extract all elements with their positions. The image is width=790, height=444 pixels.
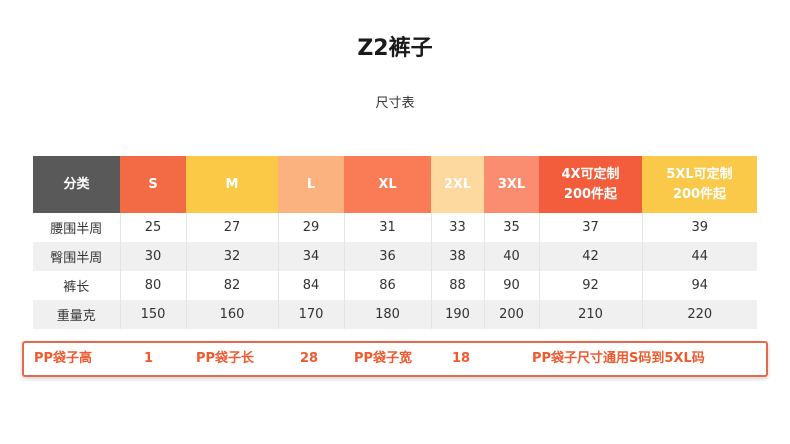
- table-cell: 31: [344, 213, 432, 242]
- table-cell: 94: [642, 271, 757, 300]
- table-cell: 84: [278, 271, 345, 300]
- table-cell: 25: [120, 213, 187, 242]
- header-label-line: 200件起: [563, 186, 618, 202]
- row-label: 臀围半周: [33, 242, 121, 271]
- pp-length-label: PP袋子长: [196, 351, 255, 366]
- header-label-line: 2XL: [443, 176, 472, 192]
- pp-general-note: PP袋子尺寸通用S码到5XL码: [532, 351, 705, 366]
- table-cell: 34: [278, 242, 345, 271]
- header-size-l: L: [278, 156, 344, 213]
- table-cell: 220: [642, 300, 757, 329]
- table-row: 重量克 150 160 170 180 190 200 210 220: [33, 300, 757, 329]
- table-cell: 33: [431, 213, 485, 242]
- table-cell: 38: [431, 242, 485, 271]
- pp-length-value: 28: [300, 351, 319, 366]
- header-size-xl: XL: [344, 156, 431, 213]
- table-cell: 80: [120, 271, 187, 300]
- table-cell: 82: [186, 271, 279, 300]
- header-size-s: S: [120, 156, 186, 213]
- header-label-line: L: [306, 176, 316, 192]
- pp-width-value: 18: [452, 351, 471, 366]
- table-row: 腰围半周 25 27 29 31 33 35 37 39: [33, 213, 757, 242]
- table-cell: 35: [484, 213, 540, 242]
- table-cell: 170: [278, 300, 345, 329]
- header-label-line: XL: [378, 176, 397, 192]
- pp-width-label: PP袋子宽: [354, 351, 413, 366]
- table-cell: 92: [539, 271, 643, 300]
- size-header-row: 分类 S M L XL 2XL 3XL 4X可定制 200件起 5XL可定制 200…: [33, 156, 757, 213]
- table-cell: 150: [120, 300, 187, 329]
- table-cell: 180: [344, 300, 432, 329]
- table-cell: 42: [539, 242, 643, 271]
- page-subtitle: 尺寸表: [375, 96, 415, 111]
- table-cell: 86: [344, 271, 432, 300]
- header-label-line: 3XL: [497, 176, 526, 192]
- table-cell: 160: [186, 300, 279, 329]
- header-label-line: M: [225, 176, 239, 192]
- row-label: 腰围半周: [33, 213, 121, 242]
- table-cell: 44: [642, 242, 757, 271]
- header-size-5xl: 5XL可定制 200件起: [642, 156, 757, 213]
- table-cell: 32: [186, 242, 279, 271]
- header-size-m: M: [186, 156, 278, 213]
- header-category: 分类: [33, 156, 120, 213]
- table-cell: 40: [484, 242, 540, 271]
- header-label-line: 200件起: [672, 186, 727, 202]
- header-label-line: 4X可定制: [561, 166, 620, 182]
- row-label: 裤长: [33, 271, 121, 300]
- table-cell: 200: [484, 300, 540, 329]
- table-cell: 27: [186, 213, 279, 242]
- header-label-line: S: [148, 176, 158, 192]
- header-size-4xl: 4X可定制 200件起: [539, 156, 642, 213]
- table-cell: 90: [484, 271, 540, 300]
- header-label-line: 分类: [63, 176, 90, 192]
- table-cell: 36: [344, 242, 432, 271]
- size-table: 分类 S M L XL 2XL 3XL 4X可定制 200件起 5XL可定制 200…: [33, 156, 757, 329]
- table-cell: 39: [642, 213, 757, 242]
- pp-height-value: 1: [144, 351, 154, 366]
- table-row: 裤长 80 82 84 86 88 90 92 94: [33, 271, 757, 300]
- table-cell: 88: [431, 271, 485, 300]
- table-cell: 210: [539, 300, 643, 329]
- pp-bag-note: PP袋子高 1 PP袋子长 28 PP袋子宽 18 PP袋子尺寸通用S码到5XL…: [22, 341, 768, 377]
- page-title: Z2裤子: [357, 36, 433, 61]
- table-cell: 190: [431, 300, 485, 329]
- pp-height-label: PP袋子高: [34, 351, 93, 366]
- header-size-2xl: 2XL: [431, 156, 484, 213]
- table-cell: 29: [278, 213, 345, 242]
- header-label-line: 5XL可定制: [666, 166, 733, 182]
- row-label: 重量克: [33, 300, 121, 329]
- table-cell: 37: [539, 213, 643, 242]
- header-size-3xl: 3XL: [484, 156, 539, 213]
- table-cell: 30: [120, 242, 187, 271]
- table-row: 臀围半周 30 32 34 36 38 40 42 44: [33, 242, 757, 271]
